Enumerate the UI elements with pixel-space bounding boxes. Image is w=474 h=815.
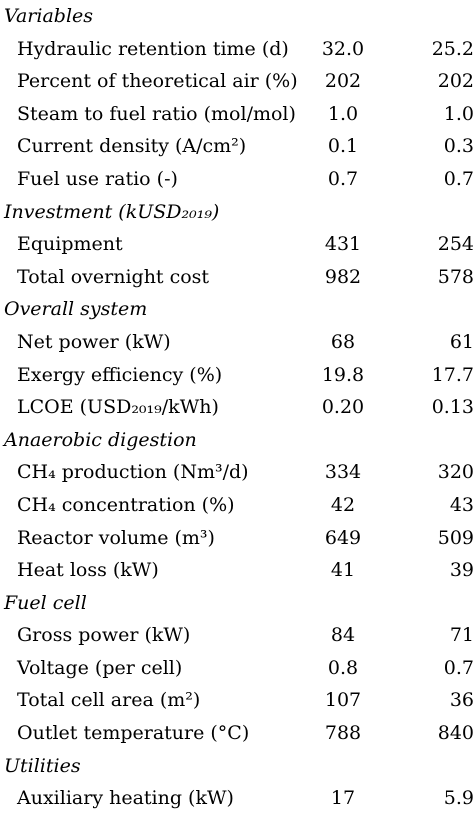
row-label: Total cell area (m²) (17, 689, 201, 712)
row-value-1: 0.20 (321, 396, 365, 419)
table-row: Fuel use ratio (-) 0.7 0.7 (0, 163, 474, 196)
row-label: CH₄ concentration (%) (17, 493, 235, 516)
table-row: Total overnight cost 982 578 (0, 261, 474, 294)
row-value-1: 431 (324, 233, 362, 256)
row-value-1: 788 (324, 722, 362, 745)
row-value-2: 202 (437, 70, 474, 93)
row-value-2: 320 (437, 461, 474, 484)
row-value-2: 0.7 (443, 656, 474, 679)
section-title-investment: Investment (kUSD₂₀₁₉) (4, 200, 220, 223)
row-value-2: 5.9 (443, 787, 474, 810)
row-value-2: 43 (449, 493, 474, 516)
row-value-1: 982 (324, 265, 362, 288)
table-row: Net power (kW) 68 61 (0, 326, 474, 359)
table-row: Current density (A/cm²) 0.1 0.3 (0, 130, 474, 163)
row-label: Hydraulic retention time (d) (17, 37, 289, 60)
row-value-1: 649 (324, 526, 362, 549)
row-label: Equipment (17, 233, 123, 256)
row-value-1: 0.8 (327, 656, 359, 679)
table-row: CH₄ concentration (%) 42 43 (0, 489, 474, 522)
table-row: Gross power (kW) 84 71 (0, 619, 474, 652)
row-label: CH₄ production (Nm³/d) (17, 461, 249, 484)
row-value-1: 107 (324, 689, 362, 712)
table-row: Exergy efficiency (%) 19.8 17.7 (0, 359, 474, 392)
row-value-1: 334 (324, 461, 362, 484)
row-value-2: 25.2 (431, 37, 474, 60)
row-value-2: 254 (437, 233, 474, 256)
section-title-utilities: Utilities (4, 754, 81, 777)
row-value-1: 84 (330, 624, 356, 647)
row-value-2: 36 (449, 689, 474, 712)
row-label: Outlet temperature (°C) (17, 722, 250, 745)
row-value-1: 68 (330, 330, 356, 353)
row-label: Auxiliary heating (kW) (17, 787, 234, 810)
row-label: Current density (A/cm²) (17, 135, 247, 158)
row-value-1: 1.0 (327, 102, 359, 125)
row-value-1: 32.0 (321, 37, 365, 60)
table-row: Hydraulic retention time (d) 32.0 25.2 (0, 33, 474, 66)
row-value-2: 1.0 (443, 102, 474, 125)
table-row: Reactor volume (m³) 649 509 (0, 522, 474, 555)
row-value-1: 42 (330, 493, 356, 516)
row-label: Heat loss (kW) (17, 559, 159, 582)
row-label: Voltage (per cell) (17, 656, 183, 679)
row-label: Steam to fuel ratio (mol/mol) (17, 102, 296, 125)
row-value-2: 840 (437, 722, 474, 745)
table-row: CH₄ production (Nm³/d) 334 320 (0, 456, 474, 489)
row-value-1: 0.7 (327, 167, 359, 190)
row-value-2: 17.7 (431, 363, 474, 386)
section-title-overall-system: Overall system (4, 298, 148, 321)
table-row: Percent of theoretical air (%) 202 202 (0, 65, 474, 98)
row-value-1: 41 (330, 559, 356, 582)
row-label: Exergy efficiency (%) (17, 363, 223, 386)
row-value-2: 578 (437, 265, 474, 288)
table-row: Voltage (per cell) 0.8 0.7 (0, 652, 474, 685)
row-label: Total overnight cost (17, 265, 210, 288)
row-value-2: 0.13 (431, 396, 474, 419)
row-value-2: 39 (449, 559, 474, 582)
row-label: Net power (kW) (17, 330, 171, 353)
row-value-1: 0.1 (327, 135, 359, 158)
table-row: Total cell area (m²) 107 36 (0, 684, 474, 717)
section-title-variables: Variables (4, 5, 94, 27)
row-value-2: 0.3 (443, 135, 474, 158)
table-row: Equipment 431 254 (0, 228, 474, 261)
row-label: Reactor volume (m³) (17, 526, 215, 549)
row-value-1: 202 (324, 70, 362, 93)
table-row: Heat loss (kW) 41 39 (0, 554, 474, 587)
row-value-2: 509 (437, 526, 474, 549)
table-row: Auxiliary heating (kW) 17 5.9 (0, 782, 474, 815)
table-row: Outlet temperature (°C) 788 840 (0, 717, 474, 750)
row-value-1: 19.8 (321, 363, 365, 386)
row-label: LCOE (USD₂₀₁₉/kWh) (17, 396, 219, 419)
row-value-2: 0.7 (443, 167, 474, 190)
table-row: LCOE (USD₂₀₁₉/kWh) 0.20 0.13 (0, 391, 474, 424)
row-label: Gross power (kW) (17, 624, 191, 647)
row-label: Fuel use ratio (-) (17, 167, 178, 190)
row-value-2: 61 (449, 330, 474, 353)
section-title-fuel-cell: Fuel cell (4, 591, 87, 614)
row-label: Percent of theoretical air (%) (17, 70, 298, 93)
table-row: Steam to fuel ratio (mol/mol) 1.0 1.0 (0, 98, 474, 131)
row-value-1: 17 (330, 787, 356, 810)
row-value-2: 71 (449, 624, 474, 647)
section-title-anaerobic-digestion: Anaerobic digestion (4, 428, 197, 451)
